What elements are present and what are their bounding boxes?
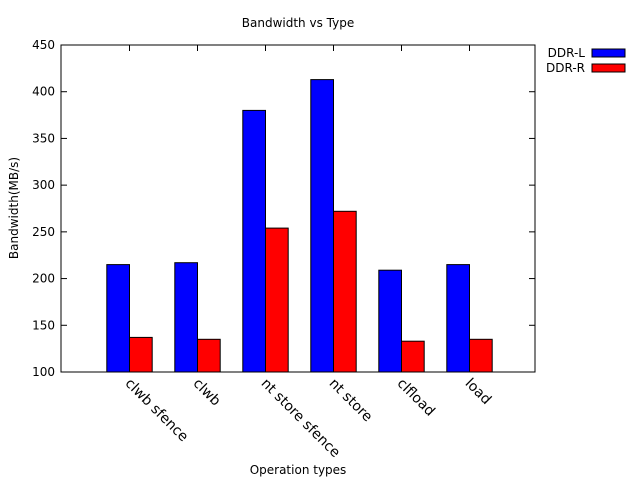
y-tick-label: 450 (32, 38, 55, 52)
bar-ddr-r-3 (333, 210, 357, 373)
legend-swatch-ddr-r (591, 63, 626, 73)
bar-ddr-l-0 (106, 264, 131, 373)
bars-group (106, 79, 493, 373)
bar-ddr-r-1 (197, 338, 221, 373)
chart-title: Bandwidth vs Type (242, 16, 354, 30)
x-category-label: clwb sfence (122, 376, 192, 446)
legend-swatch-ddr-l (591, 48, 626, 58)
bar-ddr-r-0 (129, 336, 153, 373)
bar-ddr-l-4 (378, 269, 402, 373)
x-category-label: load (462, 376, 494, 408)
y-tick-label: 350 (32, 131, 55, 145)
y-tick-label: 250 (32, 225, 55, 239)
bar-ddr-l-5 (446, 264, 470, 373)
bar-ddr-r-2 (265, 227, 289, 373)
legend-label-ddr-r: DDR-R (546, 61, 585, 75)
y-tick-label: 300 (32, 178, 55, 192)
y-tick-label: 400 (32, 85, 55, 99)
x-category-label: nt store (326, 376, 376, 426)
y-tick-label: 150 (32, 318, 55, 332)
x-category-label: clfload (394, 376, 438, 420)
bar-ddr-r-4 (401, 340, 425, 373)
x-category-label: clwb (190, 376, 224, 410)
y-axis-label: Bandwidth(MB/s) (7, 157, 21, 259)
y-tick-label: 100 (32, 365, 55, 379)
plot-frame (60, 44, 536, 373)
bar-ddr-l-2 (242, 109, 267, 373)
bar-ddr-r-5 (469, 338, 493, 373)
bar-ddr-l-3 (310, 79, 334, 373)
y-tick-label: 200 (32, 272, 55, 286)
legend-label-ddr-l: DDR-L (548, 46, 586, 60)
bar-ddr-l-1 (174, 262, 199, 373)
x-axis-label: Operation types (250, 463, 347, 477)
